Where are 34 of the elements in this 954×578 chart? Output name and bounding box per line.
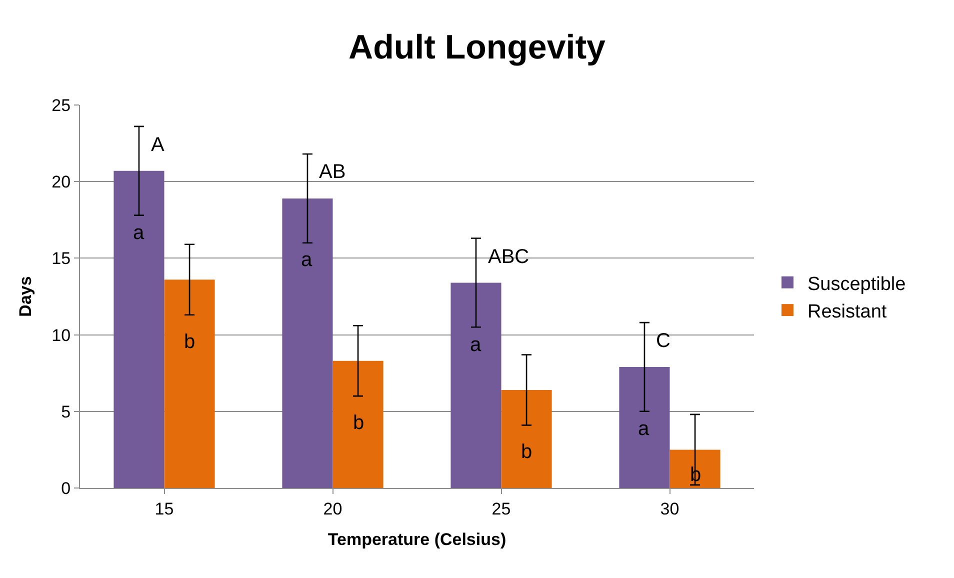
annotation: ABC [488, 246, 530, 268]
y-tick-label: 10 [52, 326, 71, 345]
x-axis-title: Temperature (Celsius) [328, 530, 506, 549]
annotation: C [656, 330, 670, 352]
bar [619, 366, 670, 488]
bar [450, 282, 502, 488]
legend-label: Susceptible [807, 274, 906, 295]
chart-title: Adult Longevity [348, 28, 606, 66]
bar [670, 450, 720, 488]
x-tick-label: 30 [660, 499, 680, 518]
annotation: A [151, 134, 165, 156]
bar [282, 198, 333, 488]
annotation: a [301, 249, 313, 271]
annotation: a [133, 222, 145, 244]
bar [114, 170, 164, 488]
y-tick-label: 20 [52, 172, 71, 192]
x-tick-label: 20 [323, 499, 342, 518]
y-tick-label: 0 [61, 478, 71, 498]
annotation: b [521, 441, 532, 463]
annotation: AB [319, 161, 346, 183]
legend-label: Resistant [807, 301, 888, 322]
bar [164, 280, 215, 488]
annotation: b [184, 331, 196, 353]
y-tick-label: 5 [61, 402, 71, 422]
bar [501, 390, 552, 488]
y-tick-label: 25 [52, 96, 71, 115]
annotation: a [638, 418, 650, 440]
x-tick-label: 25 [492, 499, 511, 518]
x-tick-label: 15 [154, 499, 174, 518]
annotation: b [353, 412, 364, 434]
y-tick-label: 15 [52, 249, 71, 268]
bar [332, 360, 384, 488]
y-axis-title: Days [16, 276, 36, 317]
annotation: a [470, 334, 482, 356]
